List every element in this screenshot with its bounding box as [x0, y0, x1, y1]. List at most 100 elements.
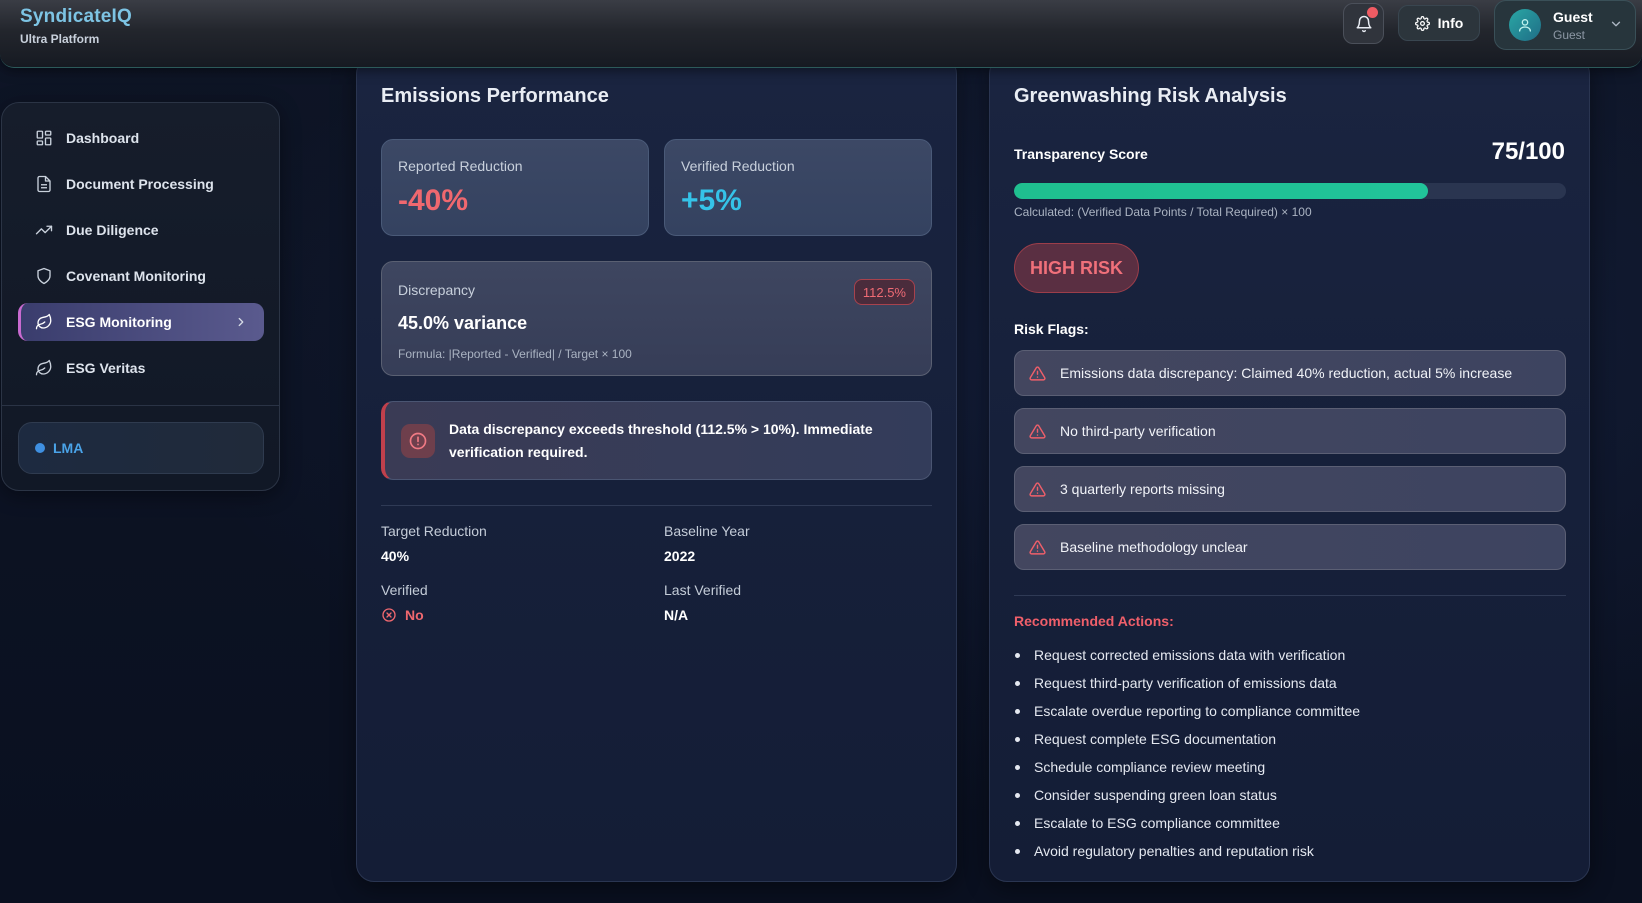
bell-icon: [1356, 15, 1371, 32]
risk-flag: Baseline methodology unclear: [1014, 524, 1566, 570]
detail-value: 2022: [664, 548, 750, 564]
user-role: Guest: [1553, 27, 1586, 42]
warning-triangle-icon: [1029, 365, 1046, 381]
verified-reduction-card: Verified Reduction +5%: [664, 139, 932, 236]
transparency-progress-bar: [1014, 183, 1566, 199]
risk-flags-title: Risk Flags:: [1014, 321, 1089, 337]
risk-flag: 3 quarterly reports missing: [1014, 466, 1566, 512]
leaf-icon: [35, 313, 52, 330]
notifications-button[interactable]: [1343, 3, 1384, 44]
sidebar-item-label: Document Processing: [66, 176, 214, 192]
user-name: Guest: [1553, 8, 1593, 25]
notification-dot: [1367, 7, 1378, 18]
list-item: Request third-party verification of emis…: [1014, 669, 1360, 697]
risk-flag: Emissions data discrepancy: Claimed 40% …: [1014, 350, 1566, 396]
risk-flag: No third-party verification: [1014, 408, 1566, 454]
alert-text: Data discrepancy exceeds threshold (112.…: [449, 420, 873, 460]
grid-icon: [36, 130, 52, 146]
discrepancy-alert: Data discrepancy exceeds threshold (112.…: [381, 401, 932, 480]
risk-level-badge: HIGH RISK: [1014, 243, 1139, 293]
sidebar-divider: [2, 405, 279, 406]
brand[interactable]: SyndicateIQ Ultra Platform: [20, 6, 132, 46]
recommended-actions-title: Recommended Actions:: [1014, 613, 1174, 629]
divider: [1014, 595, 1566, 596]
sidebar-item-esg-veritas[interactable]: ESG Veritas: [18, 349, 264, 387]
divider: [381, 505, 932, 506]
baseline-year: Baseline Year 2022: [664, 523, 750, 564]
sidebar-item-label: Due Diligence: [66, 222, 159, 238]
discrepancy-card: Discrepancy 112.5% 45.0% variance Formul…: [381, 261, 932, 376]
chevron-right-icon: [238, 317, 244, 327]
sidebar-item-esg-monitoring[interactable]: ESG Monitoring: [18, 303, 264, 341]
sidebar-item-label: Covenant Monitoring: [66, 268, 206, 284]
detail-value: 40%: [381, 548, 487, 564]
status-dot: [35, 443, 45, 453]
discrepancy-label: Discrepancy: [398, 282, 476, 298]
x-circle-icon: [382, 608, 396, 622]
transparency-score-value: 75/100: [1491, 138, 1565, 165]
info-button[interactable]: Info: [1398, 5, 1480, 41]
trending-up-icon: [35, 225, 53, 235]
list-item: Escalate to ESG compliance committee: [1014, 809, 1360, 837]
detail-value: No: [381, 607, 428, 623]
warning-triangle-icon: [1029, 423, 1046, 439]
warning-triangle-icon: [1029, 481, 1046, 497]
leaf-icon: [35, 359, 52, 376]
list-item: Request corrected emissions data with ve…: [1014, 641, 1360, 669]
transparency-calc-note: Calculated: (Verified Data Points / Tota…: [1014, 205, 1312, 219]
discrepancy-formula: Formula: |Reported - Verified| / Target …: [398, 347, 632, 361]
emissions-performance-panel: Emissions Performance Reported Reduction…: [356, 56, 957, 882]
transparency-score-label: Transparency Score: [1014, 146, 1148, 162]
sidebar-item-label: Dashboard: [66, 130, 140, 146]
greenwashing-risk-panel: Greenwashing Risk Analysis Transparency …: [989, 56, 1590, 882]
chevron-down-icon: [1611, 21, 1621, 27]
sidebar-item-covenant-monitoring[interactable]: Covenant Monitoring: [18, 257, 264, 295]
metric-label: Reported Reduction: [398, 158, 523, 174]
last-verified-value: N/A: [664, 607, 689, 623]
panel-title: Greenwashing Risk Analysis: [1014, 85, 1287, 107]
sidebar-item-dashboard[interactable]: Dashboard: [18, 119, 264, 157]
document-icon: [37, 175, 51, 193]
sidebar-item-due-diligence[interactable]: Due Diligence: [18, 211, 264, 249]
brand-name: SyndicateIQ: [20, 6, 133, 27]
top-bar: SyndicateIQ Ultra Platform Info Guest Gu…: [0, 0, 1642, 68]
list-item: Request complete ESG documentation: [1014, 725, 1360, 753]
user-menu-button[interactable]: Guest Guest: [1494, 0, 1636, 50]
discrepancy-value: 45.0% variance: [398, 313, 528, 333]
list-item: Consider suspending green loan status: [1014, 781, 1360, 809]
verified-value: No: [405, 607, 424, 623]
transparency-progress-fill: [1014, 183, 1428, 199]
info-label: Info: [1437, 15, 1464, 31]
detail-value: N/A: [664, 607, 741, 623]
detail-label: Verified: [381, 582, 428, 598]
detail-label: Last Verified: [664, 582, 742, 598]
avatar: [1509, 9, 1541, 41]
lma-badge[interactable]: LMA: [18, 422, 264, 474]
last-verified: Last Verified N/A: [664, 582, 741, 623]
brand-subtitle: Ultra Platform: [20, 32, 100, 46]
panel-title: Emissions Performance: [381, 85, 609, 107]
sidebar-item-label: ESG Monitoring: [66, 314, 172, 330]
sidebar: Dashboard Document Processing Due Dilige…: [1, 102, 280, 491]
sidebar-item-document-processing[interactable]: Document Processing: [18, 165, 264, 203]
reported-reduction-card: Reported Reduction -40%: [381, 139, 649, 236]
recommended-actions-list: Request corrected emissions data with ve…: [1014, 641, 1360, 865]
risk-flag-text: No third-party verification: [1060, 423, 1216, 439]
risk-flag-text: Emissions data discrepancy: Claimed 40% …: [1060, 365, 1513, 381]
warning-triangle-icon: [1029, 539, 1046, 555]
metric-label: Verified Reduction: [681, 158, 795, 174]
sidebar-item-label: ESG Veritas: [66, 360, 146, 376]
list-item: Schedule compliance review meeting: [1014, 753, 1360, 781]
detail-label: Target Reduction: [381, 523, 487, 539]
verified-reduction-value: +5%: [681, 184, 742, 217]
reported-reduction-value: -40%: [398, 184, 469, 217]
target-reduction-value: 40%: [381, 548, 410, 564]
list-item: Avoid regulatory penalties and reputatio…: [1014, 837, 1360, 865]
verified-status: Verified No: [381, 582, 428, 623]
target-reduction: Target Reduction 40%: [381, 523, 487, 564]
detail-label: Baseline Year: [664, 523, 750, 539]
lma-label: LMA: [53, 440, 84, 456]
alert-circle-icon: [401, 423, 435, 458]
user-icon: [1519, 19, 1531, 32]
gear-icon: [1414, 15, 1430, 31]
